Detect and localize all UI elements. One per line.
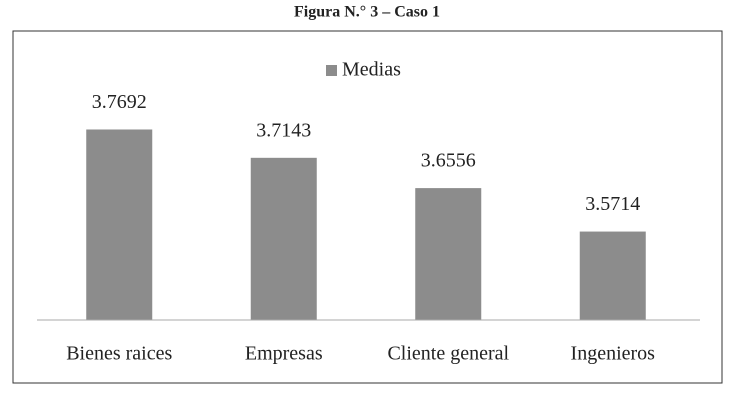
x-tick-label: Cliente general xyxy=(387,343,509,365)
bar xyxy=(579,231,646,320)
legend-label: Medias xyxy=(342,59,401,81)
x-tick-label: Empresas xyxy=(245,343,323,365)
bar xyxy=(86,129,153,320)
data-label: 3.5714 xyxy=(585,193,640,215)
legend-swatch xyxy=(326,65,337,76)
x-tick-label: Bienes raices xyxy=(66,343,172,365)
bar xyxy=(250,157,317,320)
chart-frame xyxy=(12,30,723,384)
bar xyxy=(415,188,482,320)
x-tick-label: Ingenieros xyxy=(571,343,656,365)
data-label: 3.6556 xyxy=(421,150,476,172)
data-label: 3.7143 xyxy=(256,119,311,141)
chart-title: Figura N.° 3 – Caso 1 xyxy=(294,4,440,21)
data-label: 3.7692 xyxy=(92,91,147,113)
